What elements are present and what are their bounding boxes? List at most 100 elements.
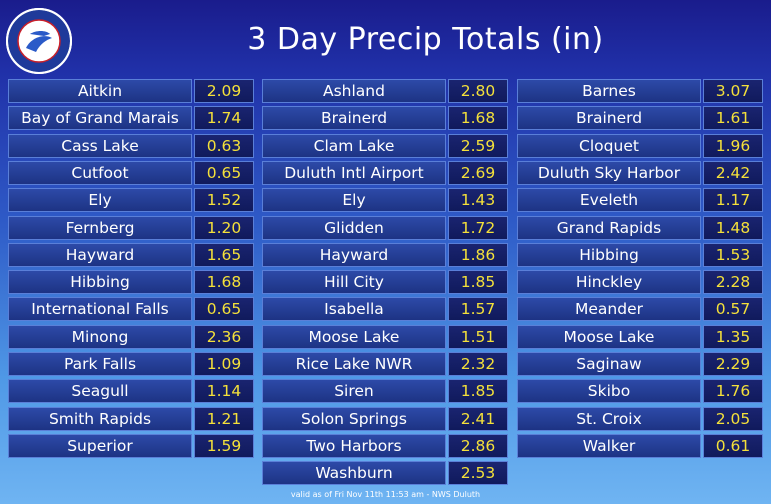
station-row: Eveleth 1.17	[517, 188, 763, 213]
precip-value: 0.61	[703, 433, 763, 458]
station-row: Duluth Sky Harbor 2.42	[517, 160, 763, 185]
station-row: Smith Rapids 1.21	[8, 406, 254, 431]
station-row: St. Croix 2.05	[517, 406, 763, 431]
precip-value: 1.21	[194, 406, 254, 431]
precip-value: 1.74	[194, 106, 254, 131]
station-row: Saginaw 2.29	[517, 352, 763, 376]
precip-value: 1.14	[194, 379, 254, 404]
precip-value: 2.29	[703, 352, 763, 376]
precip-value: 2.05	[703, 406, 763, 431]
station-name: Duluth Intl Airport	[262, 160, 446, 185]
station-name: Hayward	[8, 242, 192, 267]
station-name: Hayward	[262, 242, 446, 267]
station-row: Park Falls 1.09	[8, 352, 254, 376]
station-name: St. Croix	[517, 406, 701, 431]
station-row: Hill City 1.85	[262, 270, 508, 295]
station-name: Solon Springs	[262, 406, 446, 431]
station-name: Isabella	[262, 297, 446, 322]
station-row: Barnes 3.07	[517, 79, 763, 103]
precip-value: 2.53	[448, 461, 508, 486]
station-row: Ely 1.43	[262, 188, 508, 213]
station-name: Moose Lake	[517, 324, 701, 349]
precip-value: 2.41	[448, 406, 508, 431]
nws-logo-icon	[6, 8, 72, 74]
precip-value: 1.61	[703, 106, 763, 131]
station-name: Park Falls	[8, 352, 192, 376]
precip-value: 1.53	[703, 242, 763, 267]
station-name: Brainerd	[262, 106, 446, 131]
station-name: Hibbing	[8, 270, 192, 295]
precip-value: 0.57	[703, 297, 763, 322]
station-row: Cass Lake 0.63	[8, 133, 254, 158]
station-row: Hayward 1.86	[262, 242, 508, 267]
station-name: Cutfoot	[8, 160, 192, 185]
station-name: Cloquet	[517, 133, 701, 158]
precip-value: 3.07	[703, 79, 763, 103]
station-row: Moose Lake 1.51	[262, 324, 508, 349]
station-row: Ely 1.52	[8, 188, 254, 213]
precip-value: 2.28	[703, 270, 763, 295]
station-row: Clam Lake 2.59	[262, 133, 508, 158]
station-name: Clam Lake	[262, 133, 446, 158]
station-name: Grand Rapids	[517, 215, 701, 240]
station-name: Hinckley	[517, 270, 701, 295]
station-row: Hibbing 1.53	[517, 242, 763, 267]
page-title: 3 Day Precip Totals (in)	[247, 22, 604, 57]
station-row: Meander 0.57	[517, 297, 763, 322]
footer-note: valid as of Fri Nov 11th 11:53 am - NWS …	[290, 490, 481, 499]
precip-value: 1.85	[448, 270, 508, 295]
station-name: Siren	[262, 379, 446, 404]
precip-value: 2.59	[448, 133, 508, 158]
station-row: Brainerd 1.61	[517, 106, 763, 131]
precip-value: 0.63	[194, 133, 254, 158]
station-name: Superior	[8, 433, 192, 458]
precip-value: 2.32	[448, 352, 508, 376]
station-row: Walker 0.61	[517, 433, 763, 458]
precip-value: 1.96	[703, 133, 763, 158]
station-row: Hibbing 1.68	[8, 270, 254, 295]
station-row: Minong 2.36	[8, 324, 254, 349]
station-row: Brainerd 1.68	[262, 106, 508, 131]
station-name: Moose Lake	[262, 324, 446, 349]
precip-value: 1.68	[194, 270, 254, 295]
precip-value: 1.76	[703, 379, 763, 404]
station-row: Fernberg 1.20	[8, 215, 254, 240]
station-row: Washburn 2.53	[262, 461, 508, 486]
precip-value: 1.72	[448, 215, 508, 240]
station-row: Seagull 1.14	[8, 379, 254, 404]
precip-value: 0.65	[194, 160, 254, 185]
station-name: Minong	[8, 324, 192, 349]
station-name: Ashland	[262, 79, 446, 103]
precip-value: 1.17	[703, 188, 763, 213]
station-row: Solon Springs 2.41	[262, 406, 508, 431]
precip-value: 1.09	[194, 352, 254, 376]
precip-value: 1.65	[194, 242, 254, 267]
precip-value: 2.42	[703, 160, 763, 185]
precip-value: 1.35	[703, 324, 763, 349]
station-name: Skibo	[517, 379, 701, 404]
station-name: Walker	[517, 433, 701, 458]
station-row: Duluth Intl Airport 2.69	[262, 160, 508, 185]
station-row: Grand Rapids 1.48	[517, 215, 763, 240]
station-name: Hibbing	[517, 242, 701, 267]
precip-value: 1.68	[448, 106, 508, 131]
precip-value: 2.36	[194, 324, 254, 349]
station-name: International Falls	[8, 297, 192, 322]
precip-value: 1.57	[448, 297, 508, 322]
station-name: Meander	[517, 297, 701, 322]
station-row: Superior 1.59	[8, 433, 254, 458]
precip-value: 1.48	[703, 215, 763, 240]
station-name: Smith Rapids	[8, 406, 192, 431]
precip-value: 1.52	[194, 188, 254, 213]
station-name: Bay of Grand Marais	[8, 106, 192, 131]
station-row: Rice Lake NWR 2.32	[262, 352, 508, 376]
station-row: Aitkin 2.09	[8, 79, 254, 103]
station-name: Washburn	[262, 461, 446, 486]
station-name: Ely	[8, 188, 192, 213]
station-row: Siren 1.85	[262, 379, 508, 404]
station-name: Fernberg	[8, 215, 192, 240]
precip-value: 0.65	[194, 297, 254, 322]
station-name: Hill City	[262, 270, 446, 295]
station-row: Hayward 1.65	[8, 242, 254, 267]
precip-value: 1.86	[448, 242, 508, 267]
